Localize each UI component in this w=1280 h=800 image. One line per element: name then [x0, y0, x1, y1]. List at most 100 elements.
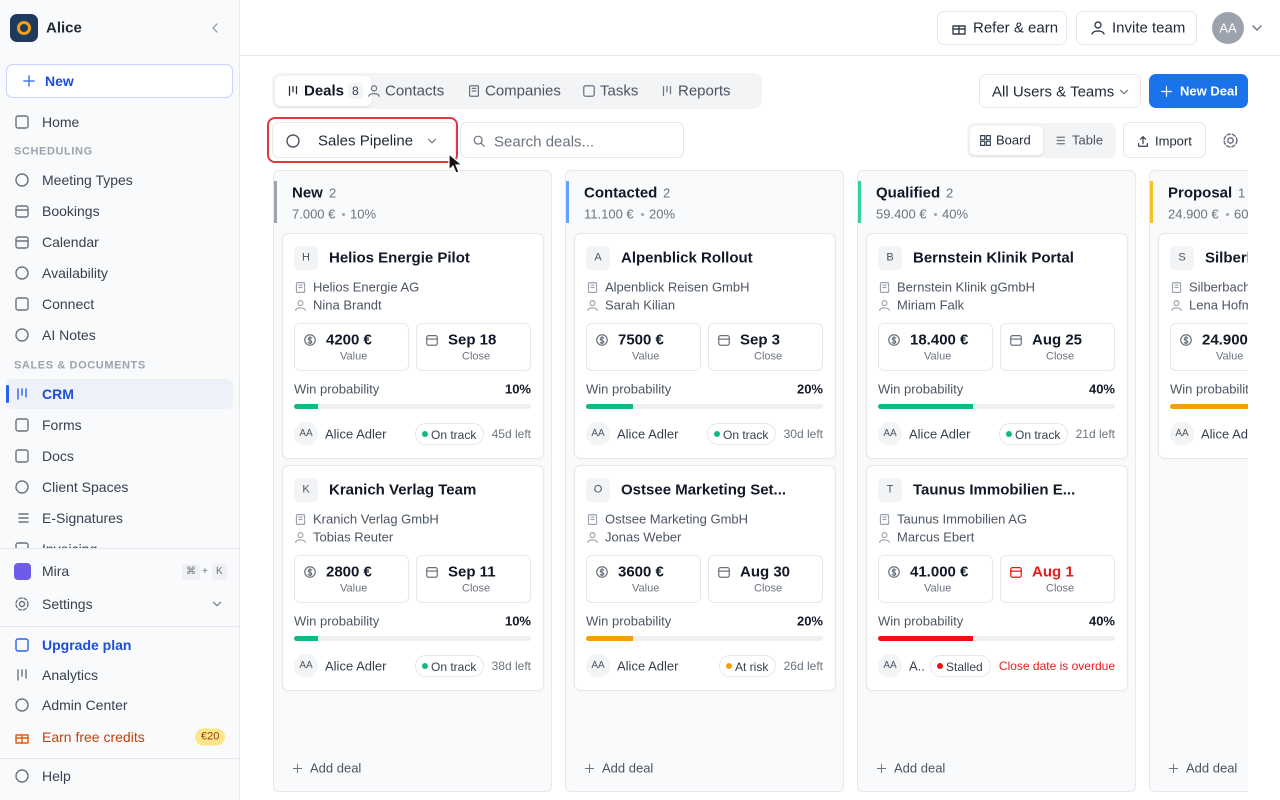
invite-button[interactable]: Invite team [1076, 11, 1197, 45]
nav-item[interactable]: Connect [42, 296, 95, 312]
section-title: SCHEDULING [14, 145, 93, 158]
icon [584, 763, 594, 773]
deal-card[interactable]: K Kranich Verlag Team Kranich Verlag GmbH T… [282, 465, 544, 691]
nav-item[interactable]: Availability [42, 265, 108, 281]
stat-value: 2800 € [326, 563, 372, 581]
deal-initial-badge: A [586, 246, 610, 270]
nav-item[interactable]: Calendar [42, 234, 99, 250]
refer-button[interactable]: Refer & earn [937, 11, 1067, 45]
icon [15, 597, 29, 611]
deal-card[interactable]: B Bernstein Klinik Portal Bernstein Klinik… [866, 233, 1128, 459]
tabs: Deals 8 Contacts Companies Tasks Reports [272, 73, 762, 109]
search-input[interactable]: Search deals... [460, 122, 684, 158]
nav-item[interactable]: E-Signatures [42, 510, 123, 526]
tab-label[interactable]: Contacts [385, 82, 445, 100]
new-button[interactable]: New [6, 64, 233, 98]
button-label: New Deal [1180, 83, 1238, 99]
owner-initials: AA [883, 428, 897, 439]
workspace-logo-ring [17, 21, 31, 35]
shortcut-key: K [212, 564, 227, 580]
deal-card[interactable]: T Taunus Immobilien E... Taunus Immobilien… [866, 465, 1128, 691]
stat-caption: Value [632, 582, 660, 595]
nav-item[interactable]: Forms [42, 417, 82, 433]
tab-label[interactable]: Companies [485, 82, 561, 100]
nav-item[interactable]: Help [42, 768, 71, 784]
nav-item[interactable]: Docs [42, 448, 74, 464]
deal-initial: H [302, 251, 310, 264]
deal-card[interactable]: H Helios Energie Pilot Helios Energie AG Ni… [282, 233, 544, 459]
nav-item[interactable]: Mira [42, 563, 70, 579]
deal-contact: Nina Brandt [313, 297, 382, 313]
stat-box: Sep 11 Close [416, 555, 531, 603]
icon [15, 418, 29, 432]
add-deal-button[interactable]: Add deal [574, 755, 774, 781]
nav-item[interactable]: AI Notes [42, 327, 96, 343]
pipeline-column: Proposal 1 24.900 € 60% S Silberbach Silberbac… [1149, 170, 1248, 792]
add-deal-button[interactable]: Add deal [282, 755, 482, 781]
user-avatar[interactable]: AA [1212, 12, 1244, 44]
nav-item[interactable]: Earn free credits [42, 729, 145, 745]
stat-box: Sep 3 Close [708, 323, 823, 371]
icon [878, 299, 890, 311]
icon [583, 85, 595, 97]
section-title: SALES & DOCUMENTS [14, 359, 146, 372]
win-label: Win probability [586, 613, 672, 629]
win-label: Win probability [878, 381, 964, 397]
icon [587, 281, 597, 293]
tab-label[interactable]: Reports [678, 82, 731, 100]
deal-title: Ostsee Marketing Set... [621, 481, 787, 499]
icon [427, 138, 437, 144]
add-deal-button[interactable]: Add deal [1158, 755, 1248, 781]
new-deal-button[interactable]: New Deal [1149, 74, 1248, 108]
deal-card[interactable]: A Alpenblick Rollout Alpenblick Reisen Gmb… [574, 233, 836, 459]
icon [15, 297, 29, 311]
nav-item[interactable]: Upgrade plan [42, 637, 132, 653]
icon [15, 734, 29, 744]
icon [304, 334, 316, 346]
deal-card[interactable]: S Silberbach Silberbach Lena Hofm 24.900 €Va… [1158, 233, 1248, 459]
deal-initial-badge: O [586, 478, 610, 502]
nav-item[interactable]: CRM [42, 386, 74, 402]
win-percent: 20% [796, 613, 823, 629]
team-filter[interactable]: All Users & Teams [979, 74, 1141, 108]
nav-item[interactable]: Bookings [42, 203, 100, 219]
avatar-initials: AA [1219, 20, 1237, 36]
status-dot [422, 431, 428, 437]
nav-item[interactable]: Meeting Types [42, 172, 133, 188]
owner-name: Alice Adl [1201, 426, 1248, 442]
nav-item[interactable]: Settings [42, 596, 93, 612]
deal-initial-badge: K [294, 478, 318, 502]
add-deal-button[interactable]: Add deal [866, 755, 1066, 781]
deal-contact: Miriam Falk [897, 297, 965, 313]
status-dot [1006, 431, 1012, 437]
stat-box: 24.900 €Value [1170, 323, 1248, 371]
deal-initial: T [886, 483, 894, 496]
view-label[interactable]: Board [996, 132, 1031, 148]
nav-item[interactable]: Invoicing [42, 542, 97, 548]
deal-card[interactable]: O Ostsee Marketing Set... Ostsee Marketing… [574, 465, 836, 691]
status-dot [726, 663, 732, 669]
nav-item[interactable]: Analytics [42, 667, 99, 683]
deal-due: Close date is overdue [998, 659, 1115, 673]
column-share: 10% [350, 206, 377, 222]
icon [469, 85, 479, 97]
deal-contact: Sarah Kilian [605, 297, 676, 313]
status-dot [422, 663, 428, 669]
shortcut-key: ⌘ [182, 564, 200, 580]
nav-item[interactable]: Admin Center [42, 697, 128, 713]
win-percent: 10% [504, 613, 531, 629]
icon [15, 449, 29, 463]
view-label[interactable]: Table [1072, 132, 1104, 148]
status-pill: At risk [719, 655, 777, 677]
import-button[interactable]: Import [1123, 122, 1206, 158]
icon [596, 566, 608, 578]
tab-label[interactable]: Deals [304, 82, 345, 100]
pipeline-select[interactable]: Sales Pipeline [272, 122, 456, 158]
tab-label[interactable]: Tasks [600, 82, 639, 100]
nav-item[interactable]: Client Spaces [42, 479, 129, 495]
nav-item[interactable]: Home [42, 114, 80, 130]
divider [0, 548, 239, 549]
workspace-name: Alice [46, 19, 82, 37]
icon [1138, 136, 1148, 147]
owner-avatar: AA [878, 422, 902, 446]
